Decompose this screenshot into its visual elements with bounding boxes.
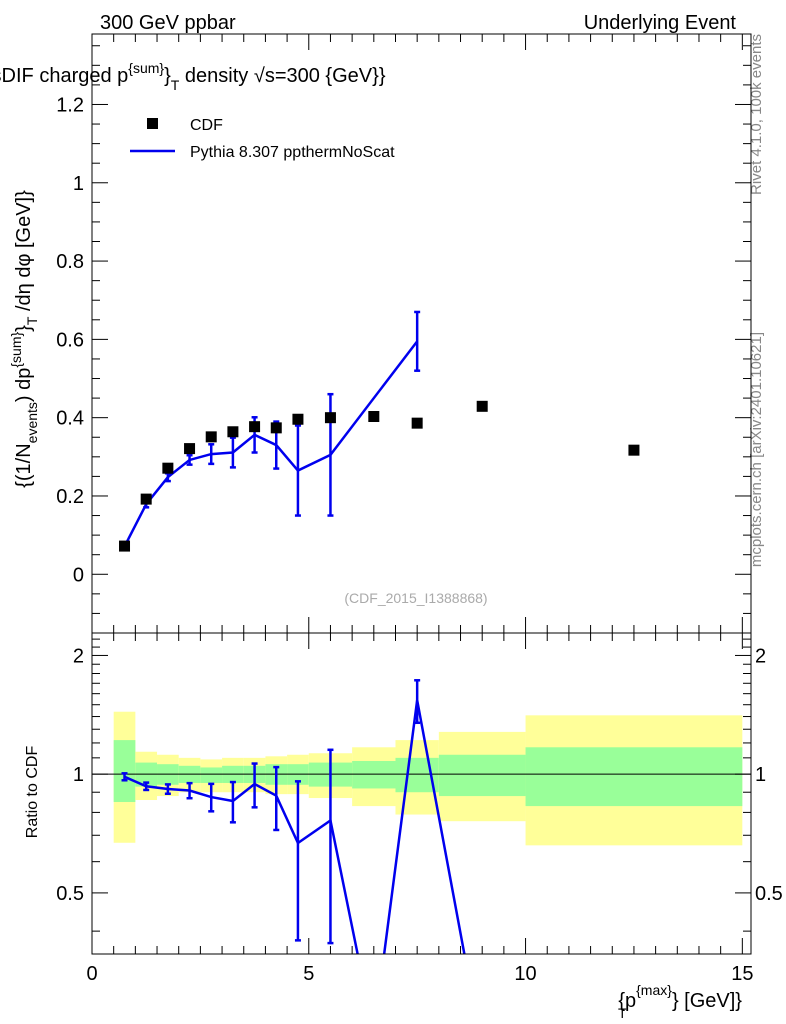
title-text-b: } (164, 65, 171, 87)
cdf-marker (628, 444, 640, 456)
mc-line (123, 340, 419, 548)
cdf-marker (227, 426, 239, 438)
cdf-marker (292, 413, 304, 425)
header-right: Underlying Event (584, 12, 737, 34)
ylabel-a: {(1/N (13, 443, 35, 487)
inner-band-bin (200, 767, 223, 783)
title-text-a: {TransDIF charged p (0, 65, 128, 87)
analysis-watermark: (CDF_2015_I1388868) (344, 590, 487, 606)
legend-label-cdf: CDF (190, 117, 223, 134)
cdf-marker (162, 462, 174, 474)
ratio-y-tick-label: 1 (73, 764, 84, 786)
inner-band-bin (438, 754, 526, 797)
legend-label-pythia: Pythia 8.307 ppthermNoScat (190, 144, 395, 161)
ratio-data (121, 679, 466, 954)
ylabel-sub-t: T (24, 316, 40, 325)
mcplots-label: mcplots.cern.ch [arXiv:2401.10621] (748, 332, 765, 567)
x-axis-label: {p{max}} [GeV]} (618, 982, 742, 1012)
cdf-marker (324, 412, 336, 424)
y-tick-label: 0 (73, 564, 84, 586)
cdf-marker (368, 410, 380, 422)
title-sqrt: √s (254, 65, 275, 87)
ratio-frame (91, 632, 752, 955)
ratio-y-tick-label: 0.5 (56, 883, 84, 905)
ratio-y-tick-label-right: 0.5 (755, 883, 783, 905)
ratio-x-axis: 0 5 10 15 (86, 633, 753, 985)
title-text-c: density (179, 65, 253, 87)
inner-band-bin (525, 747, 743, 807)
inner-band-bin (113, 740, 136, 803)
ratio-y-axis: 0.5 0.5 1 1 2 2 (56, 638, 783, 932)
ylabel-sup-sum: {sum} (8, 332, 24, 368)
cdf-marker (476, 400, 488, 412)
ratio-y-tick-label-right: 2 (755, 645, 766, 667)
header-left: 300 GeV ppbar (100, 12, 236, 34)
ratio-y-tick-label-right: 1 (755, 764, 766, 786)
cdf-marker (140, 493, 152, 505)
ylabel-d: /dη dφ [GeV]} (13, 190, 35, 317)
y-tick-label: 0.2 (56, 486, 84, 508)
main-y-axis: 0 0.2 0.4 0.6 0.8 1 1.2 (56, 45, 751, 614)
ylabel-sub-events: events (24, 402, 40, 443)
x-tick-label: 15 (731, 963, 753, 985)
main-x-axis-ticks (91, 34, 743, 633)
legend-marker-cdf (147, 118, 158, 129)
xlabel-a: {p (618, 990, 636, 1012)
title-sup: {sum} (128, 60, 164, 76)
plot-title: {TransDIF charged p{sum}}T density √s=30… (0, 60, 386, 93)
title-sub: T (171, 77, 180, 93)
title-text-d: =300 {GeV}} (275, 65, 386, 87)
y-tick-label: 1.2 (56, 94, 84, 116)
ratio-panel: 0.5 0.5 1 1 2 2 0 5 10 15 Ratio to CDF {p{max}} … (24, 632, 783, 1021)
cdf-marker (270, 422, 282, 434)
cdf-marker (411, 417, 423, 429)
y-tick-label: 0.8 (56, 251, 84, 273)
y-tick-label: 0.6 (56, 329, 84, 351)
cdf-marker (205, 431, 217, 443)
x-tick-label: 10 (514, 963, 536, 985)
main-data (119, 310, 640, 552)
cdf-marker (249, 421, 261, 433)
inner-band-bin (352, 760, 396, 789)
xlabel-b: } [GeV]} (672, 990, 742, 1012)
y-tick-label: 0.4 (56, 408, 84, 430)
x-tick-label: 5 (303, 963, 314, 985)
xlabel-sub-t: T (618, 1005, 627, 1021)
cdf-marker (184, 443, 196, 455)
y-tick-label: 1 (73, 173, 84, 195)
ratio-uncertainty-bands (113, 711, 743, 846)
ylabel-c: } (13, 325, 35, 332)
cdf-marker (119, 540, 131, 552)
rivet-label: Rivet 4.1.0, 100k events (748, 34, 765, 195)
main-panel: 00.20.40.60.811.2 {TransDIF charged p{su… (0, 33, 752, 634)
ratio-y-tick-label: 2 (73, 645, 84, 667)
x-tick-label: 0 (86, 963, 97, 985)
legend: CDF Pythia 8.307 ppthermNoScat (130, 117, 395, 161)
main-y-label: {(1/Nevents) dp{sum}}T /dη dφ [GeV]} (8, 190, 40, 488)
ratio-y-label: Ratio to CDF (24, 746, 41, 839)
ylabel-b: ) dp (13, 368, 35, 402)
xlabel-sup-max: {max} (636, 982, 672, 998)
